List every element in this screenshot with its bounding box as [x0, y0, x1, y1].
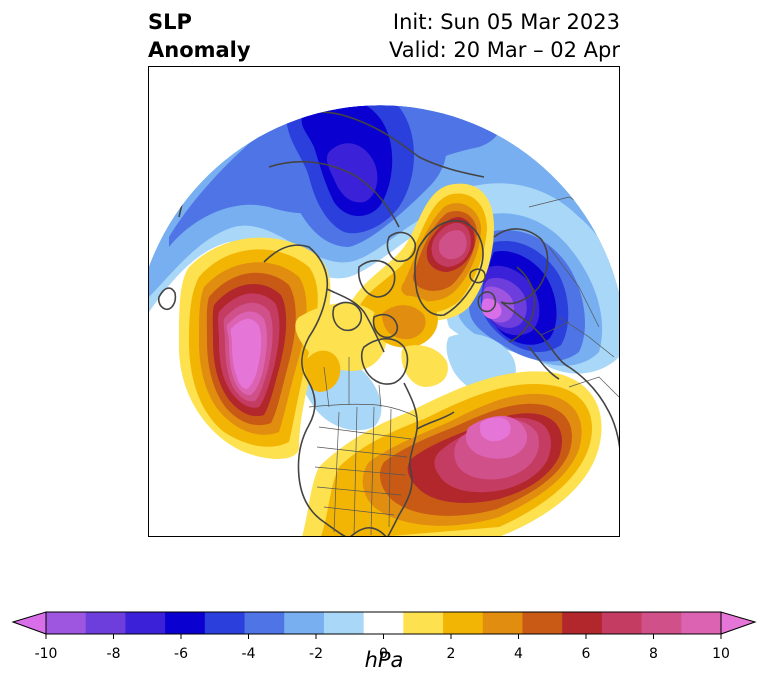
slp-anomaly-map [149, 105, 619, 536]
colorbar-bin [204, 612, 246, 634]
colorbar-tick-label: -8 [107, 646, 121, 662]
colorbar-bin [443, 612, 484, 634]
colorbar-bin [125, 612, 166, 634]
colorbar-bin [165, 612, 206, 634]
positive-anomaly-pacific [179, 237, 331, 459]
colorbar-unit-label: hPa [364, 648, 404, 672]
colorbar-bin [323, 612, 365, 634]
colorbar-bin [681, 612, 722, 634]
colorbar-bin [522, 612, 563, 634]
positive-anomaly-atlantic [299, 371, 602, 536]
colorbar-tick-label: -4 [242, 646, 256, 662]
title-type: Anomaly [148, 38, 251, 62]
colorbar-tick-label: 6 [582, 646, 591, 662]
colorbar-bin [403, 612, 444, 634]
colorbar-bin [46, 612, 87, 634]
colorbar-tick-label: 10 [712, 646, 730, 662]
colorbar-bin [85, 612, 126, 634]
colorbar-tick-label: 2 [447, 646, 456, 662]
colorbar-bin [244, 612, 285, 634]
colorbar-bin [363, 612, 404, 634]
colorbar-lower-extension [11, 611, 47, 635]
colorbar-bin [284, 612, 325, 634]
title-variable: SLP [148, 10, 192, 34]
valid-range: Valid: 20 Mar – 02 Apr [389, 38, 620, 62]
colorbar: -10 -8 -6 -4 -2 0 2 4 6 8 10 [11, 611, 757, 662]
colorbar-bin [641, 612, 682, 634]
map-title: SLP Anomaly [148, 8, 251, 64]
map-panel [148, 66, 620, 537]
colorbar-bin [482, 612, 523, 634]
colorbar-tick-label: -6 [174, 646, 188, 662]
coastlines [157, 111, 619, 536]
colorbar-tick-label: -2 [309, 646, 323, 662]
init-date: Init: Sun 05 Mar 2023 [392, 10, 620, 34]
colorbar-tick-label: 4 [514, 646, 523, 662]
colorbar-bin [562, 612, 603, 634]
forecast-info: Init: Sun 05 Mar 2023 Valid: 20 Mar – 02… [389, 8, 620, 64]
colorbar-tick-label: 0 [379, 646, 388, 662]
colorbar-upper-extension [720, 611, 757, 635]
colorbar-tick-label: 8 [649, 646, 658, 662]
colorbar-tick-label: -10 [35, 646, 58, 662]
colorbar-bin [601, 612, 643, 634]
